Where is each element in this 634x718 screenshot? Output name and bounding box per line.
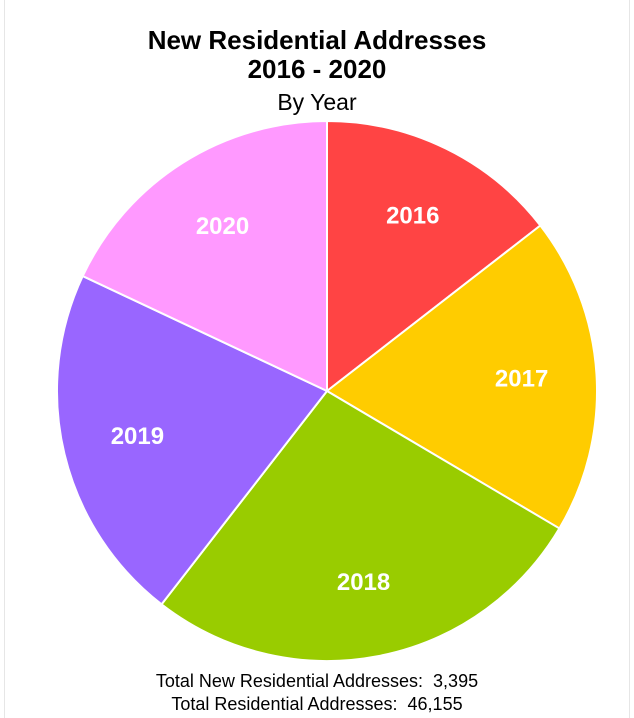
slice-label-2018: 2018 [337, 569, 390, 596]
slice-label-2017: 2017 [495, 365, 548, 392]
total-new-value: 3,395 [433, 671, 479, 691]
pie-slice-2017 [325, 224, 598, 530]
pie-slice-2018 [160, 389, 561, 662]
slice-label-2016: 2016 [386, 202, 439, 229]
chart-title-years: 2016 - 2020 [247, 54, 387, 84]
slice-label-2019: 2019 [111, 423, 164, 450]
chart-title: New Residential Addresses [147, 25, 487, 55]
frame-right-border [629, 0, 630, 718]
frame-left-border [4, 0, 5, 718]
pie-slice-2016 [326, 119, 542, 394]
total-new-addresses: Total New Residential Addresses: 3,395 [0, 670, 634, 693]
chart-footer: Total New Residential Addresses: 3,395 T… [0, 670, 634, 716]
chart-subtitle: By Year [277, 89, 357, 115]
pie-slice-2020 [81, 119, 328, 393]
chart-title-block: New Residential Addresses 2016 - 2020 By… [0, 26, 634, 117]
slice-label-2020: 2020 [196, 213, 249, 240]
total-new-label: Total New Residential Addresses: [155, 671, 424, 691]
total-value: 46,155 [407, 694, 463, 714]
pie-slice-2019 [56, 274, 329, 606]
total-addresses: Total Residential Addresses: 46,155 [0, 693, 634, 716]
total-label: Total Residential Addresses: [171, 694, 398, 714]
